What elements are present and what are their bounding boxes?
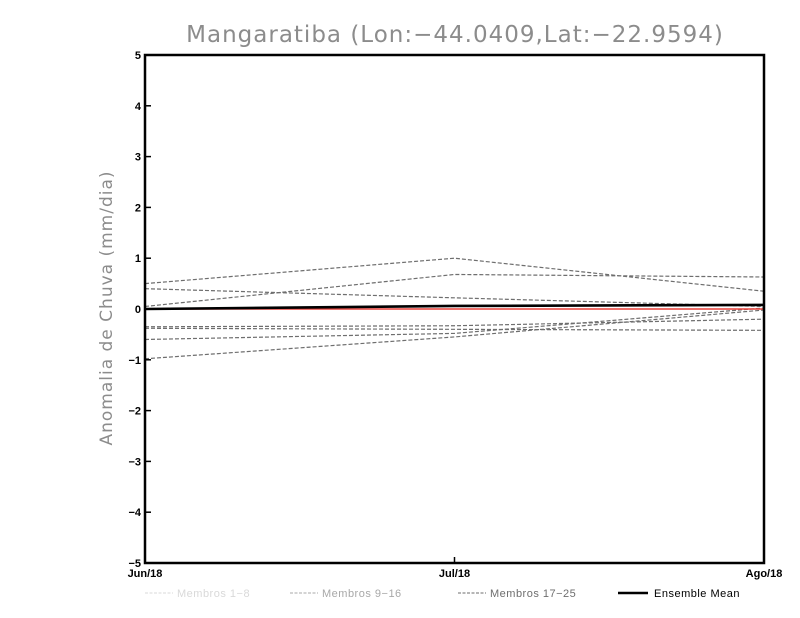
- x-tick-label: Ago/18: [746, 568, 783, 580]
- y-tick-label: −4: [128, 507, 141, 519]
- series-line-5: [144, 307, 765, 341]
- series-line-0: [144, 257, 765, 292]
- legend-label: Ensemble Mean: [654, 588, 740, 600]
- series-line-8: [144, 303, 765, 311]
- series-line-3: [144, 318, 765, 328]
- x-tick-label: Jul/18: [439, 568, 470, 580]
- legend-label: Membros 9−16: [322, 588, 402, 600]
- series-layer: [144, 257, 765, 360]
- y-tick-label: −5: [128, 558, 141, 570]
- y-tick-label: 1: [135, 253, 141, 265]
- x-tick-label: Jun/18: [128, 568, 163, 580]
- series-line-1: [144, 273, 765, 308]
- series-line-6: [144, 309, 765, 360]
- y-tick-label: −2: [128, 406, 141, 418]
- legend-label: Membros 17−25: [490, 588, 576, 600]
- y-tick-label: −3: [128, 456, 141, 468]
- series-line-2: [144, 288, 765, 308]
- y-tick-label: 3: [135, 152, 141, 164]
- series-line-4: [144, 327, 765, 331]
- y-tick-label: 4: [135, 101, 142, 113]
- y-tick-label: 2: [135, 202, 141, 214]
- y-axis-label: Anomalia de Chuva (mm/dia): [97, 170, 117, 445]
- y-tick-label: 5: [135, 50, 141, 62]
- chart-title: Mangaratiba (Lon:−44.0409,Lat:−22.9594): [186, 22, 724, 48]
- legend: Membros 1−8 Membros 9−16 Membros 17−25 Ense…: [145, 588, 740, 600]
- y-tick-label: −1: [128, 355, 141, 367]
- y-tick-label: 0: [135, 304, 141, 316]
- legend-label: Membros 1−8: [177, 588, 250, 600]
